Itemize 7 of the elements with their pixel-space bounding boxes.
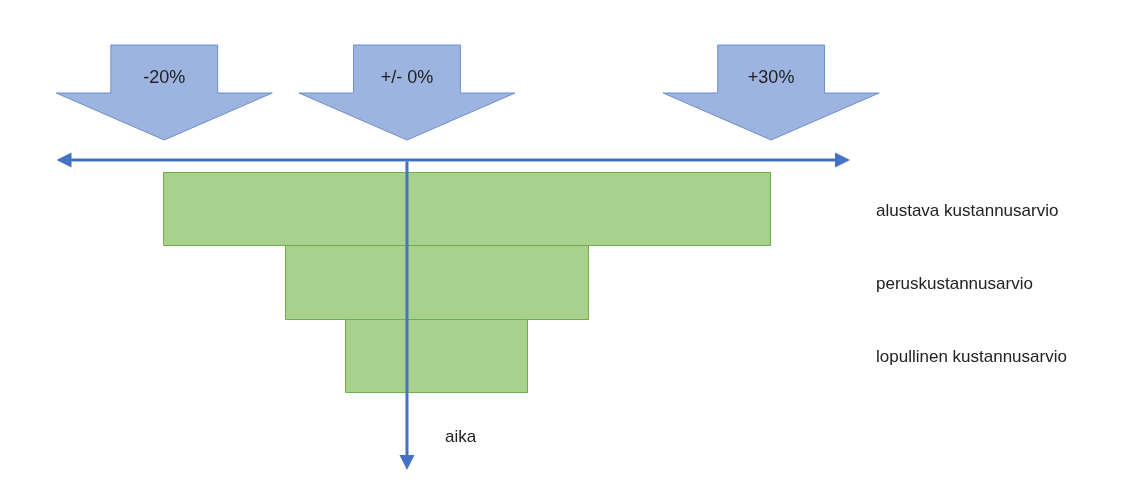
y-tick-label: peruskustannusarvio <box>876 274 1033 294</box>
x-tick-label: +30% <box>747 67 795 88</box>
x-tick-label: -20% <box>143 67 186 88</box>
y-tick-label: lopullinen kustannusarvio <box>876 347 1067 367</box>
y-tick-label: alustava kustannusarvio <box>876 200 1059 220</box>
ref-line-label: aika <box>445 427 477 446</box>
x-tick-label: +/- 0% <box>380 67 434 88</box>
